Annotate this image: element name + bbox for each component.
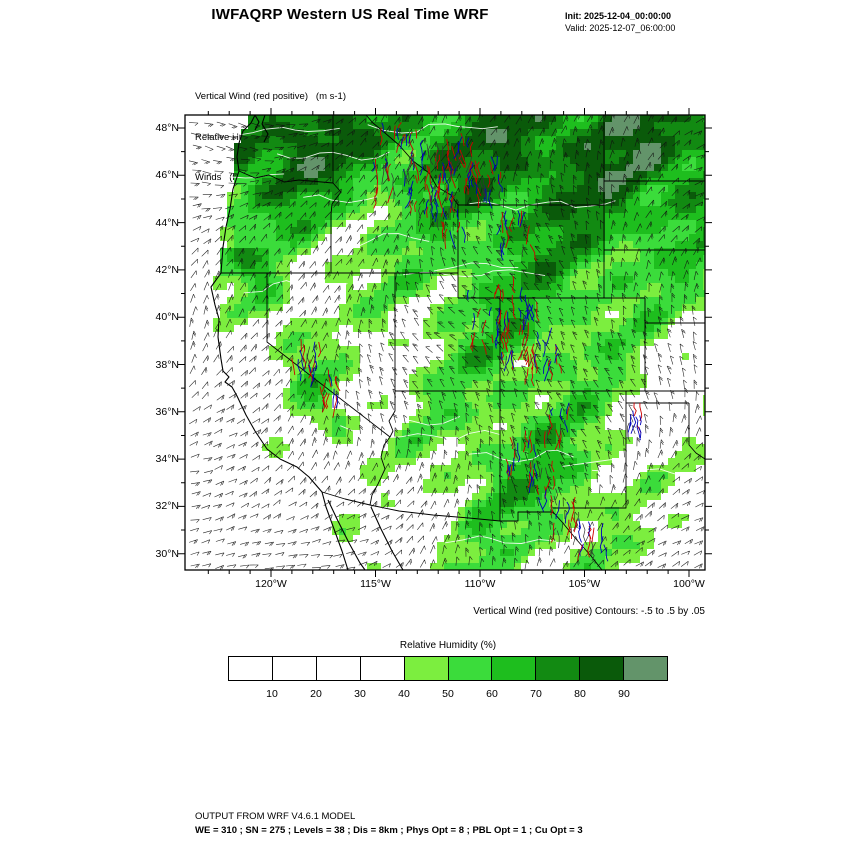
wind-barbs-layer <box>188 115 705 570</box>
lat-tick-label: 38°N <box>155 358 179 371</box>
colorbar-cell <box>403 656 449 681</box>
lon-tick-label: 120°W <box>255 578 287 590</box>
colorbar-boundary-label: 80 <box>574 688 586 700</box>
vertical-wind-positive-contours <box>291 121 643 561</box>
map-panel <box>178 108 712 577</box>
lon-tick-label: 115°W <box>360 578 391 590</box>
lon-tick-label: 110°W <box>464 578 496 590</box>
colorbar <box>228 656 669 681</box>
init-valid-block: Init: 2025-12-04_00:00:00 Valid: 2025-12… <box>565 10 675 34</box>
colorbar-cell <box>359 656 405 681</box>
colorbar-boundary-label: 20 <box>310 688 322 700</box>
plot-title: IWFAQRP Western US Real Time WRF <box>211 6 489 23</box>
lat-tick-label: 48°N <box>155 122 179 134</box>
init-time: Init: 2025-12-04_00:00:00 <box>565 11 672 21</box>
colorbar-boundary-label: 70 <box>530 688 542 700</box>
colorbar-boundary-label: 10 <box>266 688 278 700</box>
lat-tick-label: 30°N <box>155 547 179 560</box>
lat-tick-label: 44°N <box>155 216 179 229</box>
lat-tick-label: 34°N <box>155 453 179 466</box>
footer: OUTPUT FROM WRF V4.6.1 MODEL WE = 310 ; … <box>195 810 583 838</box>
valid-time: Valid: 2025-12-07_06:00:00 <box>565 23 676 33</box>
colorbar-title: Relative Humidity (%) <box>399 640 497 651</box>
weather-map <box>178 108 712 577</box>
colorbar-boundary-label: 40 <box>398 688 410 700</box>
field-legend-vertical-wind: Vertical Wind (red positive) (m s-1) <box>195 91 346 102</box>
colorbar-cell <box>579 656 625 681</box>
axis-ticks <box>178 108 712 577</box>
colorbar-cell <box>228 656 273 681</box>
footer-config-line: WE = 310 ; SN = 275 ; Levels = 38 ; Dis … <box>195 825 583 836</box>
lon-tick-label: 105°W <box>568 578 601 590</box>
lat-tick-label: 32°N <box>155 500 179 513</box>
lat-tick-label: 46°N <box>155 169 179 182</box>
lat-tick-label: 42°N <box>155 263 179 276</box>
vertical-wind-negative-contours <box>297 122 642 562</box>
vertical-wind-zero-contours <box>303 143 631 562</box>
colorbar-cell <box>491 656 537 681</box>
colorbar-boundary-label: 30 <box>354 688 366 700</box>
colorbar-cell <box>271 656 317 681</box>
lat-tick-label: 40°N <box>155 311 179 324</box>
footer-model-line: OUTPUT FROM WRF V4.6.1 MODEL <box>195 811 356 822</box>
lon-tick-label: 100°W <box>673 578 705 590</box>
colorbar-cell <box>623 656 669 681</box>
coastline <box>210 115 404 570</box>
rh-shading-layer <box>213 115 705 570</box>
colorbar-boundary-label: 50 <box>442 688 454 700</box>
colorbar-cell <box>447 656 493 681</box>
colorbar-cell <box>315 656 361 681</box>
lat-tick-label: 36°N <box>155 405 179 418</box>
colorbar-cell <box>535 656 581 681</box>
colorbar-boundary-label: 60 <box>486 688 498 700</box>
map-layers <box>188 115 705 570</box>
map-frame <box>178 108 712 577</box>
contour-note: Vertical Wind (red positive) Contours: -… <box>473 606 705 617</box>
colorbar-boundary-label: 90 <box>618 688 630 700</box>
vertical-wind-layer <box>291 121 643 562</box>
